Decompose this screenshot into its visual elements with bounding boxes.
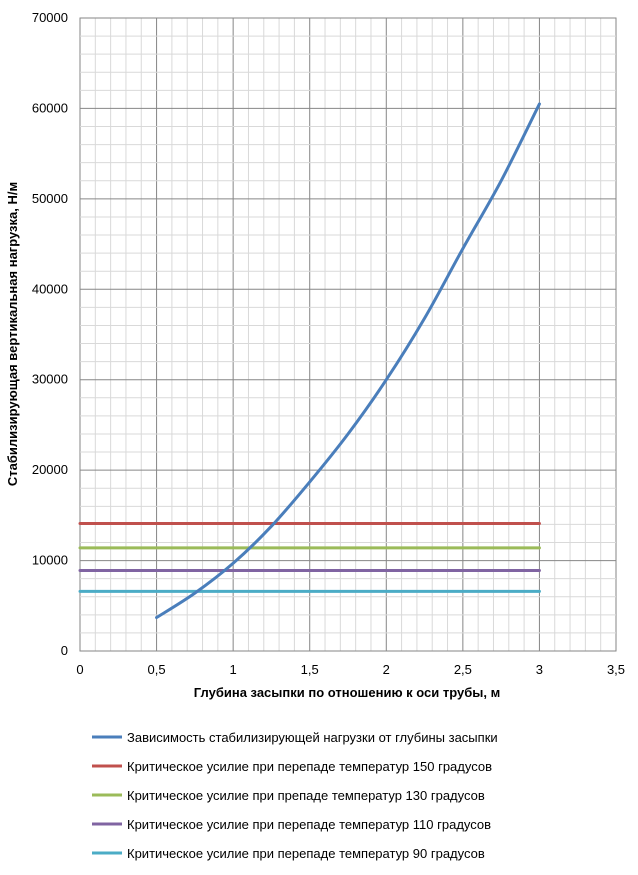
legend-label: Зависимость стабилизирующей нагрузки от … [127,730,498,745]
x-tick-label: 2 [383,662,390,677]
y-tick-label: 20000 [32,462,68,477]
y-axis-ticks: 0 10000 20000 30000 40000 50000 60000 70000 [32,10,68,658]
legend-label: Критическое усилие при перепаде температ… [127,846,485,861]
x-axis-ticks: 0 0,5 1 1,5 2 2,5 3 3,5 [76,662,625,677]
legend-item: Критическое усилие при перепаде температ… [92,759,492,774]
y-tick-label: 40000 [32,281,68,296]
y-axis-title: Стабилизирующая вертикальная нагрузка, Н… [5,182,20,486]
legend-item: Критическое усилие при перепаде температ… [92,817,491,832]
legend-label: Критическое усилие при препаде температу… [127,788,485,803]
x-tick-label: 0,5 [148,662,166,677]
y-tick-label: 60000 [32,100,68,115]
plot-background [79,17,617,652]
y-tick-label: 0 [61,643,68,658]
y-tick-label: 70000 [32,10,68,25]
x-tick-label: 0 [76,662,83,677]
legend-item: Критическое усилие при перепаде температ… [92,846,485,861]
y-tick-label: 30000 [32,372,68,387]
x-axis-title: Глубина засыпки по отношению к оси трубы… [194,685,500,700]
x-tick-label: 1,5 [301,662,319,677]
legend-item: Критическое усилие при препаде температу… [92,788,485,803]
x-tick-label: 3,5 [607,662,625,677]
x-tick-label: 3 [536,662,543,677]
plot-area [78,102,541,620]
series-line-0 [155,102,541,620]
legend-label: Критическое усилие при перепаде температ… [127,817,491,832]
legend: Зависимость стабилизирующей нагрузки от … [92,730,498,861]
x-tick-label: 1 [230,662,237,677]
legend-label: Критическое усилие при перепаде температ… [127,759,492,774]
legend-item: Зависимость стабилизирующей нагрузки от … [92,730,498,745]
y-tick-label: 50000 [32,191,68,206]
x-tick-label: 2,5 [454,662,472,677]
grid [79,17,617,652]
y-tick-label: 10000 [32,553,68,568]
